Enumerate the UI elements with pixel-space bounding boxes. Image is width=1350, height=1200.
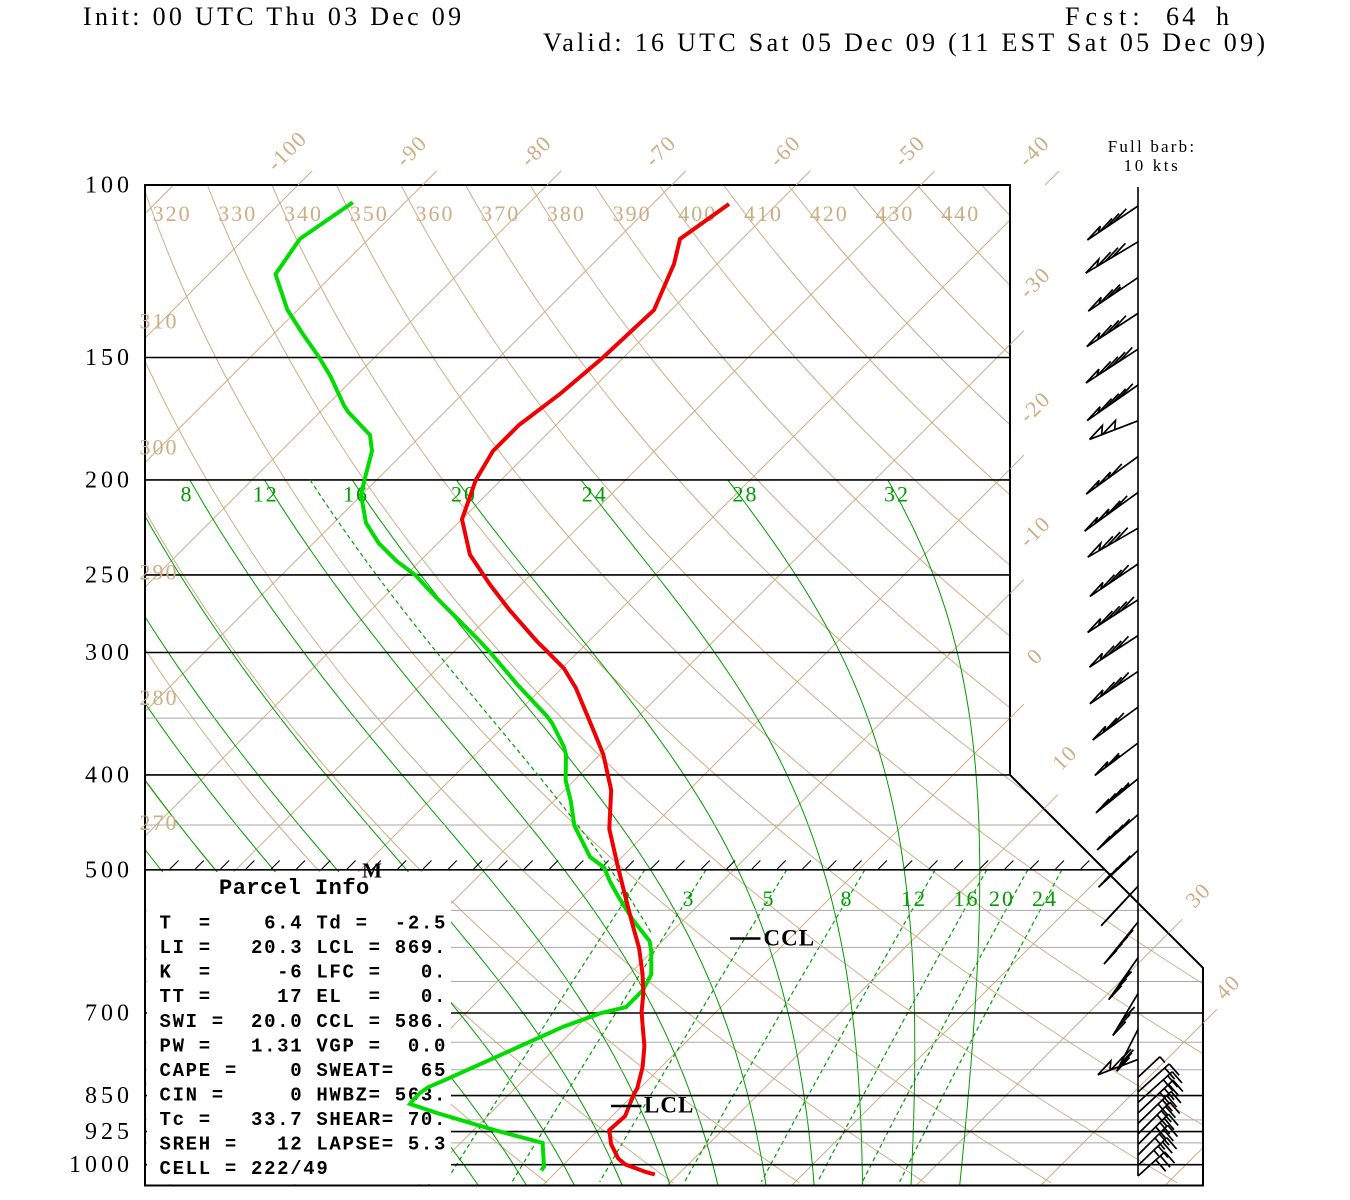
svg-text:Tc = 33.7 SHEAR= 70.: Tc = 33.7 SHEAR= 70. [160,1109,448,1131]
svg-text:390: 390 [613,201,652,226]
svg-text:12: 12 [901,886,927,911]
svg-text:20: 20 [989,886,1015,911]
svg-text:24: 24 [582,482,608,507]
svg-text:24: 24 [1032,886,1058,911]
svg-text:Fcst:: Fcst: [1065,2,1146,31]
svg-text:290: 290 [140,560,179,585]
svg-text:400: 400 [85,762,133,788]
svg-text:925: 925 [85,1119,133,1145]
svg-text:350: 350 [350,201,389,226]
svg-text:700: 700 [85,1001,133,1027]
svg-text:100: 100 [85,173,133,199]
svg-text:Parcel Info: Parcel Info [219,876,370,901]
svg-text:LI = 20.3 LCL = 869.: LI = 20.3 LCL = 869. [160,937,448,959]
svg-text:400: 400 [678,201,717,226]
svg-text:270: 270 [140,810,179,835]
svg-text:M: M [362,859,382,883]
svg-text:310: 310 [140,309,179,334]
svg-text:850: 850 [85,1083,133,1109]
svg-text:Init: 00 UTC Thu 03 Dec 09: Init: 00 UTC Thu 03 Dec 09 [83,2,464,31]
svg-text:28: 28 [733,482,759,507]
svg-text:440: 440 [941,201,980,226]
svg-text:K = -6 LFC = 0.: K = -6 LFC = 0. [160,962,448,984]
svg-text:320: 320 [153,201,192,226]
svg-text:SWI = 20.0 CCL = 586.: SWI = 20.0 CCL = 586. [160,1011,448,1033]
svg-text:16: 16 [954,886,980,911]
svg-text:1000: 1000 [69,1152,133,1178]
svg-text:TT = 17 EL = 0.: TT = 17 EL = 0. [160,986,448,1008]
svg-text:200: 200 [85,467,133,493]
svg-text:5: 5 [763,886,776,911]
svg-text:500: 500 [85,857,133,883]
svg-text:3: 3 [683,886,696,911]
svg-text:SREH = 12 LAPSE= 5.3: SREH = 12 LAPSE= 5.3 [160,1134,448,1156]
svg-text:330: 330 [218,201,257,226]
svg-text:PW = 1.31 VGP = 0.0: PW = 1.31 VGP = 0.0 [160,1035,448,1057]
svg-text:8: 8 [841,886,854,911]
svg-text:CELL = 222/49: CELL = 222/49 [160,1158,330,1180]
svg-text:CAPE = 0 SWEAT= 65: CAPE = 0 SWEAT= 65 [160,1060,448,1082]
svg-text:420: 420 [810,201,849,226]
svg-text:10 kts: 10 kts [1124,156,1181,175]
svg-text:12: 12 [253,482,279,507]
svg-text:300: 300 [85,640,133,666]
svg-text:CIN = 0 HWBZ= 563.: CIN = 0 HWBZ= 563. [160,1085,448,1107]
svg-text:32: 32 [884,482,910,507]
svg-text:LCL: LCL [644,1093,694,1118]
svg-text:CCL: CCL [764,926,816,951]
svg-text:h: h [1216,2,1229,31]
svg-text:Full barb:: Full barb: [1108,137,1197,156]
svg-text:280: 280 [140,685,179,710]
svg-text:410: 410 [744,201,783,226]
svg-text:300: 300 [140,435,179,460]
svg-text:64: 64 [1166,2,1199,31]
svg-text:340: 340 [284,201,323,226]
svg-text:360: 360 [416,201,455,226]
svg-text:Valid: 16 UTC Sat 05 Dec 09 (1: Valid: 16 UTC Sat 05 Dec 09 (11 EST Sat … [543,28,1268,57]
svg-text:380: 380 [547,201,586,226]
svg-text:T = 6.4 Td = -2.5: T = 6.4 Td = -2.5 [160,913,448,935]
svg-text:250: 250 [85,562,133,588]
svg-text:430: 430 [875,201,914,226]
svg-text:370: 370 [481,201,520,226]
svg-text:8: 8 [181,482,194,507]
svg-text:150: 150 [85,345,133,371]
